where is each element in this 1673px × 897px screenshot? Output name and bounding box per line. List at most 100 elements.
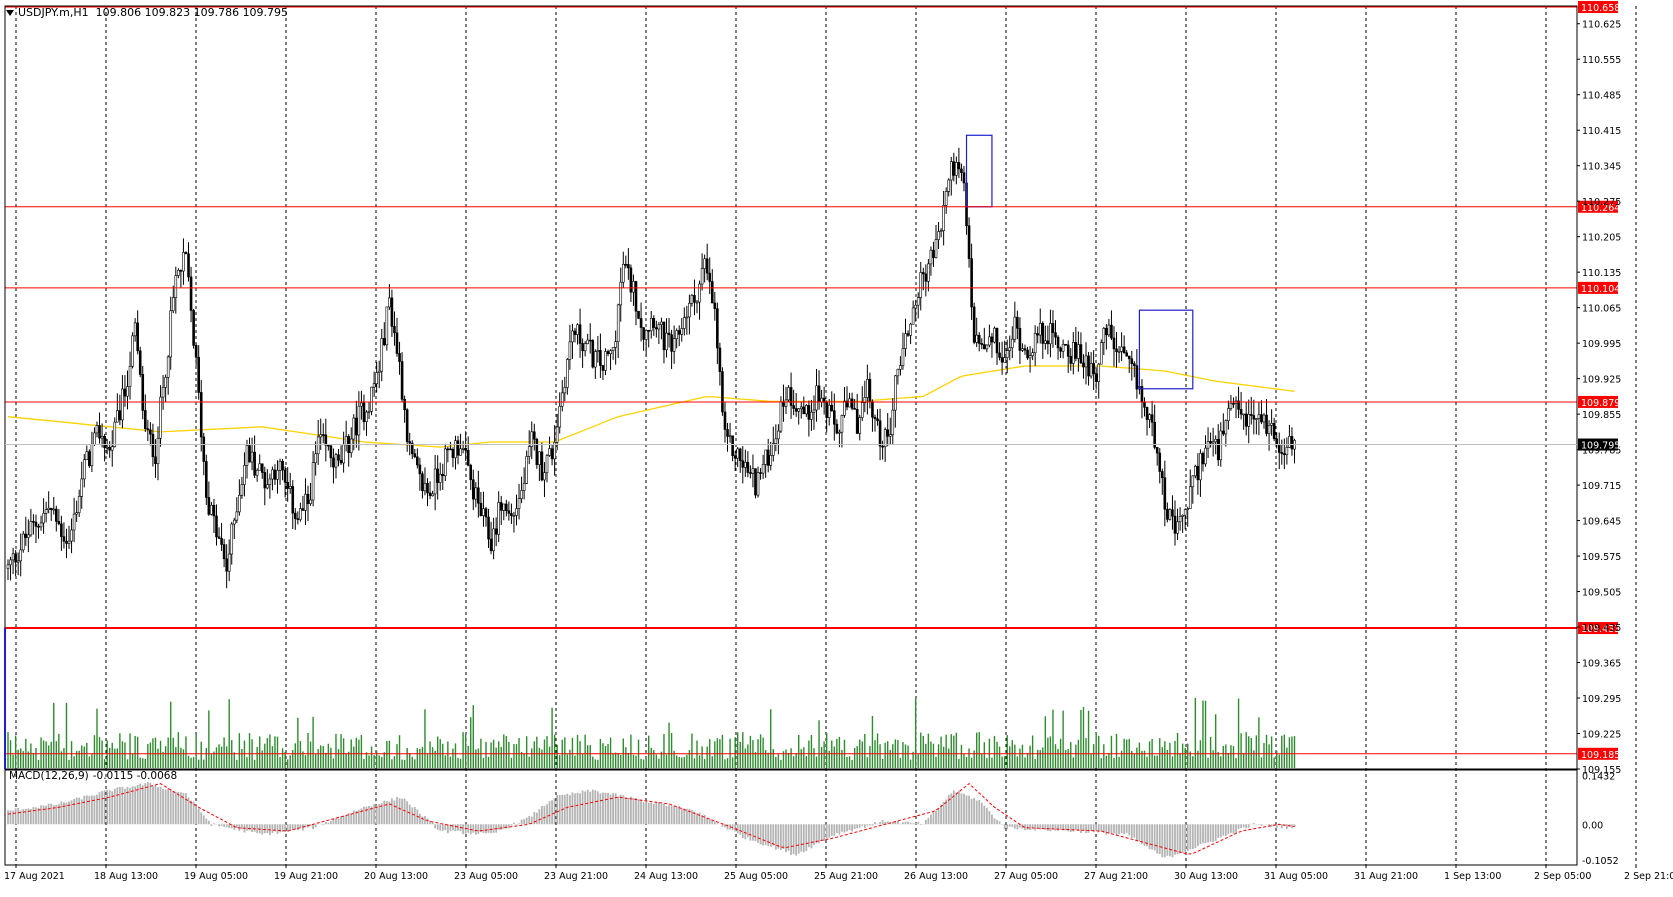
candle-56[interactable] (149, 422, 152, 446)
candle-113[interactable] (294, 508, 297, 530)
candle-309[interactable] (792, 389, 795, 416)
candle-127[interactable] (329, 444, 333, 468)
candle-296[interactable] (759, 468, 762, 480)
candle-272[interactable] (698, 280, 701, 320)
candle-184[interactable] (474, 482, 478, 508)
candle-351[interactable] (899, 356, 902, 376)
candle-164[interactable] (423, 467, 427, 496)
candle-66[interactable] (174, 266, 178, 314)
candle-284[interactable] (728, 422, 732, 443)
candle-245[interactable] (629, 264, 633, 302)
candle-266[interactable] (683, 307, 686, 336)
candle-374[interactable] (957, 147, 961, 179)
candle-439[interactable] (1122, 335, 1126, 354)
candle-52[interactable] (138, 346, 142, 378)
candle-81[interactable] (212, 498, 216, 534)
candle-416[interactable] (1064, 343, 1067, 346)
candle-71[interactable] (187, 242, 190, 282)
candle-86[interactable] (225, 544, 228, 589)
candle-259[interactable] (665, 318, 668, 358)
candle-462[interactable] (1181, 514, 1184, 533)
candle-411[interactable] (1051, 310, 1055, 348)
candle-246[interactable] (632, 274, 635, 306)
candle-380[interactable] (972, 302, 976, 345)
candle-281[interactable] (721, 367, 724, 416)
candle-433[interactable] (1107, 318, 1111, 337)
candle-253[interactable] (649, 310, 653, 339)
candle-338[interactable] (866, 364, 869, 415)
candle-53[interactable] (141, 365, 145, 420)
candle-7[interactable] (24, 516, 28, 546)
candle-26[interactable] (72, 497, 76, 543)
candle-466[interactable] (1191, 475, 1195, 504)
candle-42[interactable] (113, 417, 117, 448)
candle-396[interactable] (1013, 301, 1017, 343)
candle-68[interactable] (179, 269, 183, 288)
candle-214[interactable] (550, 444, 554, 466)
candle-335[interactable] (858, 414, 862, 441)
candle-391[interactable] (1000, 341, 1004, 375)
candle-23[interactable] (65, 528, 68, 559)
candle-11[interactable] (34, 514, 38, 544)
candle-65[interactable] (171, 285, 175, 314)
candle-75[interactable] (197, 345, 200, 400)
candle-502[interactable] (1283, 438, 1286, 470)
candle-320[interactable] (820, 389, 823, 408)
candle-422[interactable] (1079, 332, 1083, 364)
candle-37[interactable] (100, 423, 104, 448)
candle-485[interactable] (1239, 391, 1243, 420)
candle-470[interactable] (1201, 451, 1205, 472)
candle-295[interactable] (756, 466, 760, 498)
candle-500[interactable] (1277, 432, 1281, 470)
candle-205[interactable] (527, 430, 531, 465)
candle-334[interactable] (855, 393, 859, 434)
candle-308[interactable] (789, 372, 793, 419)
candle-8[interactable] (27, 519, 30, 553)
candle-293[interactable] (751, 454, 755, 488)
candle-369[interactable] (944, 187, 948, 214)
candle-275[interactable] (705, 243, 709, 281)
candle-77[interactable] (202, 432, 206, 476)
candle-482[interactable] (1232, 397, 1235, 408)
candle-210[interactable] (540, 442, 544, 482)
candle-255[interactable] (655, 320, 658, 338)
candle-243[interactable] (624, 255, 628, 269)
candle-88[interactable] (230, 521, 234, 565)
candle-132[interactable] (342, 431, 345, 473)
candle-14[interactable] (42, 498, 45, 534)
candle-55[interactable] (146, 419, 150, 442)
candle-479[interactable] (1224, 419, 1228, 447)
candle-74[interactable] (194, 343, 198, 366)
candle-442[interactable] (1130, 351, 1134, 381)
candle-188[interactable] (484, 506, 488, 527)
candle-180[interactable] (464, 431, 467, 461)
candle-460[interactable] (1176, 508, 1179, 540)
candle-120[interactable] (311, 451, 315, 507)
candle-472[interactable] (1206, 427, 1210, 458)
candle-426[interactable] (1089, 352, 1093, 379)
candle-156[interactable] (403, 395, 406, 423)
candle-362[interactable] (927, 258, 930, 292)
candle-73[interactable] (192, 308, 195, 349)
candle-423[interactable] (1082, 354, 1085, 379)
candle-223[interactable] (573, 327, 577, 343)
candle-265[interactable] (680, 317, 684, 342)
candle-126[interactable] (327, 444, 330, 451)
candle-209[interactable] (538, 451, 541, 482)
candle-495[interactable] (1265, 399, 1268, 437)
candle-144[interactable] (372, 371, 376, 397)
candle-87[interactable] (227, 539, 231, 582)
candle-468[interactable] (1196, 453, 1200, 495)
candle-474[interactable] (1211, 427, 1215, 457)
candle-60[interactable] (159, 385, 162, 447)
candle-198[interactable] (510, 503, 513, 524)
candle-310[interactable] (794, 392, 798, 417)
candle-90[interactable] (235, 497, 239, 524)
candle-267[interactable] (685, 305, 689, 335)
candle-3[interactable] (14, 550, 17, 577)
candle-179[interactable] (461, 440, 465, 454)
candle-446[interactable] (1140, 379, 1144, 419)
candle-337[interactable] (863, 380, 867, 413)
candle-315[interactable] (807, 400, 811, 437)
candle-193[interactable] (497, 491, 500, 542)
